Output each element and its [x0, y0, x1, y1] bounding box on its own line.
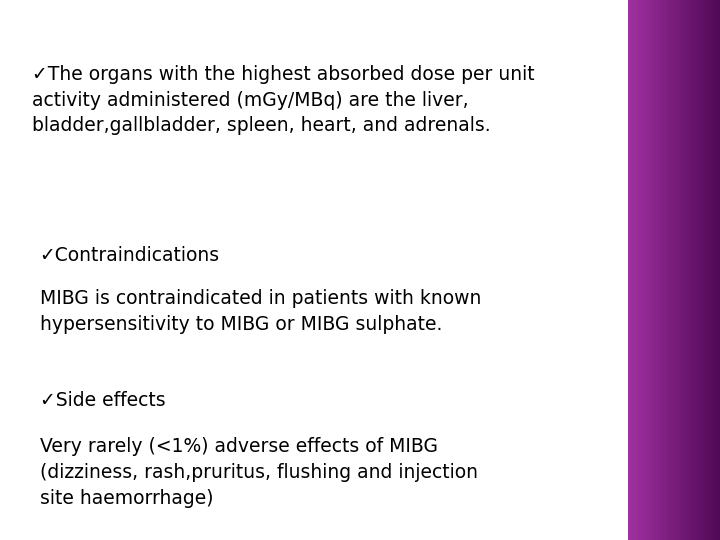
Bar: [647, 0, 648, 540]
Text: ✓Side effects: ✓Side effects: [40, 392, 165, 410]
Text: Very rarely (<1%) adverse effects of MIBG
(dizziness, rash,pruritus, flushing an: Very rarely (<1%) adverse effects of MIB…: [40, 437, 477, 508]
Bar: [649, 0, 650, 540]
Bar: [707, 0, 709, 540]
Bar: [631, 0, 633, 540]
Bar: [701, 0, 703, 540]
Bar: [654, 0, 656, 540]
Bar: [696, 0, 698, 540]
Bar: [647, 0, 649, 540]
Bar: [680, 0, 682, 540]
Bar: [691, 0, 693, 540]
Bar: [651, 0, 653, 540]
Bar: [661, 0, 663, 540]
Bar: [685, 0, 688, 540]
Bar: [672, 0, 675, 540]
Bar: [697, 0, 699, 540]
Bar: [628, 0, 630, 540]
Text: ✓The organs with the highest absorbed dose per unit
activity administered (mGy/M: ✓The organs with the highest absorbed do…: [32, 65, 535, 136]
Bar: [664, 0, 665, 540]
Bar: [693, 0, 696, 540]
Bar: [637, 0, 639, 540]
Bar: [687, 0, 688, 540]
Bar: [652, 0, 654, 540]
Bar: [713, 0, 715, 540]
Bar: [667, 0, 669, 540]
Bar: [712, 0, 714, 540]
Bar: [704, 0, 706, 540]
Bar: [665, 0, 667, 540]
Bar: [678, 0, 679, 540]
Text: MIBG is contraindicated in patients with known
hypersensitivity to MIBG or MIBG : MIBG is contraindicated in patients with…: [40, 289, 481, 334]
Bar: [672, 0, 673, 540]
Bar: [674, 0, 676, 540]
Bar: [638, 0, 640, 540]
Bar: [643, 0, 644, 540]
Bar: [660, 0, 662, 540]
Bar: [684, 0, 686, 540]
Bar: [662, 0, 665, 540]
Bar: [698, 0, 700, 540]
Bar: [699, 0, 701, 540]
Text: ✓Contraindications: ✓Contraindications: [40, 246, 220, 265]
Bar: [711, 0, 713, 540]
Bar: [714, 0, 716, 540]
Bar: [632, 0, 634, 540]
Bar: [706, 0, 708, 540]
Bar: [716, 0, 717, 540]
Bar: [653, 0, 655, 540]
Bar: [658, 0, 660, 540]
Bar: [642, 0, 644, 540]
Bar: [670, 0, 672, 540]
Bar: [683, 0, 685, 540]
Bar: [690, 0, 692, 540]
Bar: [655, 0, 657, 540]
Bar: [688, 0, 690, 540]
Bar: [634, 0, 636, 540]
Bar: [641, 0, 642, 540]
Bar: [693, 0, 694, 540]
Bar: [649, 0, 652, 540]
Bar: [689, 0, 690, 540]
Bar: [666, 0, 667, 540]
Bar: [645, 0, 647, 540]
Bar: [708, 0, 711, 540]
Bar: [659, 0, 661, 540]
Bar: [639, 0, 642, 540]
Bar: [681, 0, 683, 540]
Bar: [678, 0, 680, 540]
Bar: [703, 0, 705, 540]
Bar: [636, 0, 638, 540]
Bar: [670, 0, 671, 540]
Bar: [701, 0, 702, 540]
Bar: [668, 0, 670, 540]
Bar: [629, 0, 631, 540]
Bar: [716, 0, 719, 540]
Bar: [718, 0, 719, 540]
Bar: [705, 0, 707, 540]
Bar: [695, 0, 696, 540]
Bar: [630, 0, 632, 540]
Bar: [676, 0, 678, 540]
Bar: [657, 0, 659, 540]
Bar: [675, 0, 677, 540]
Bar: [635, 0, 636, 540]
Bar: [644, 0, 646, 540]
Bar: [682, 0, 684, 540]
Bar: [710, 0, 711, 540]
Bar: [719, 0, 720, 540]
